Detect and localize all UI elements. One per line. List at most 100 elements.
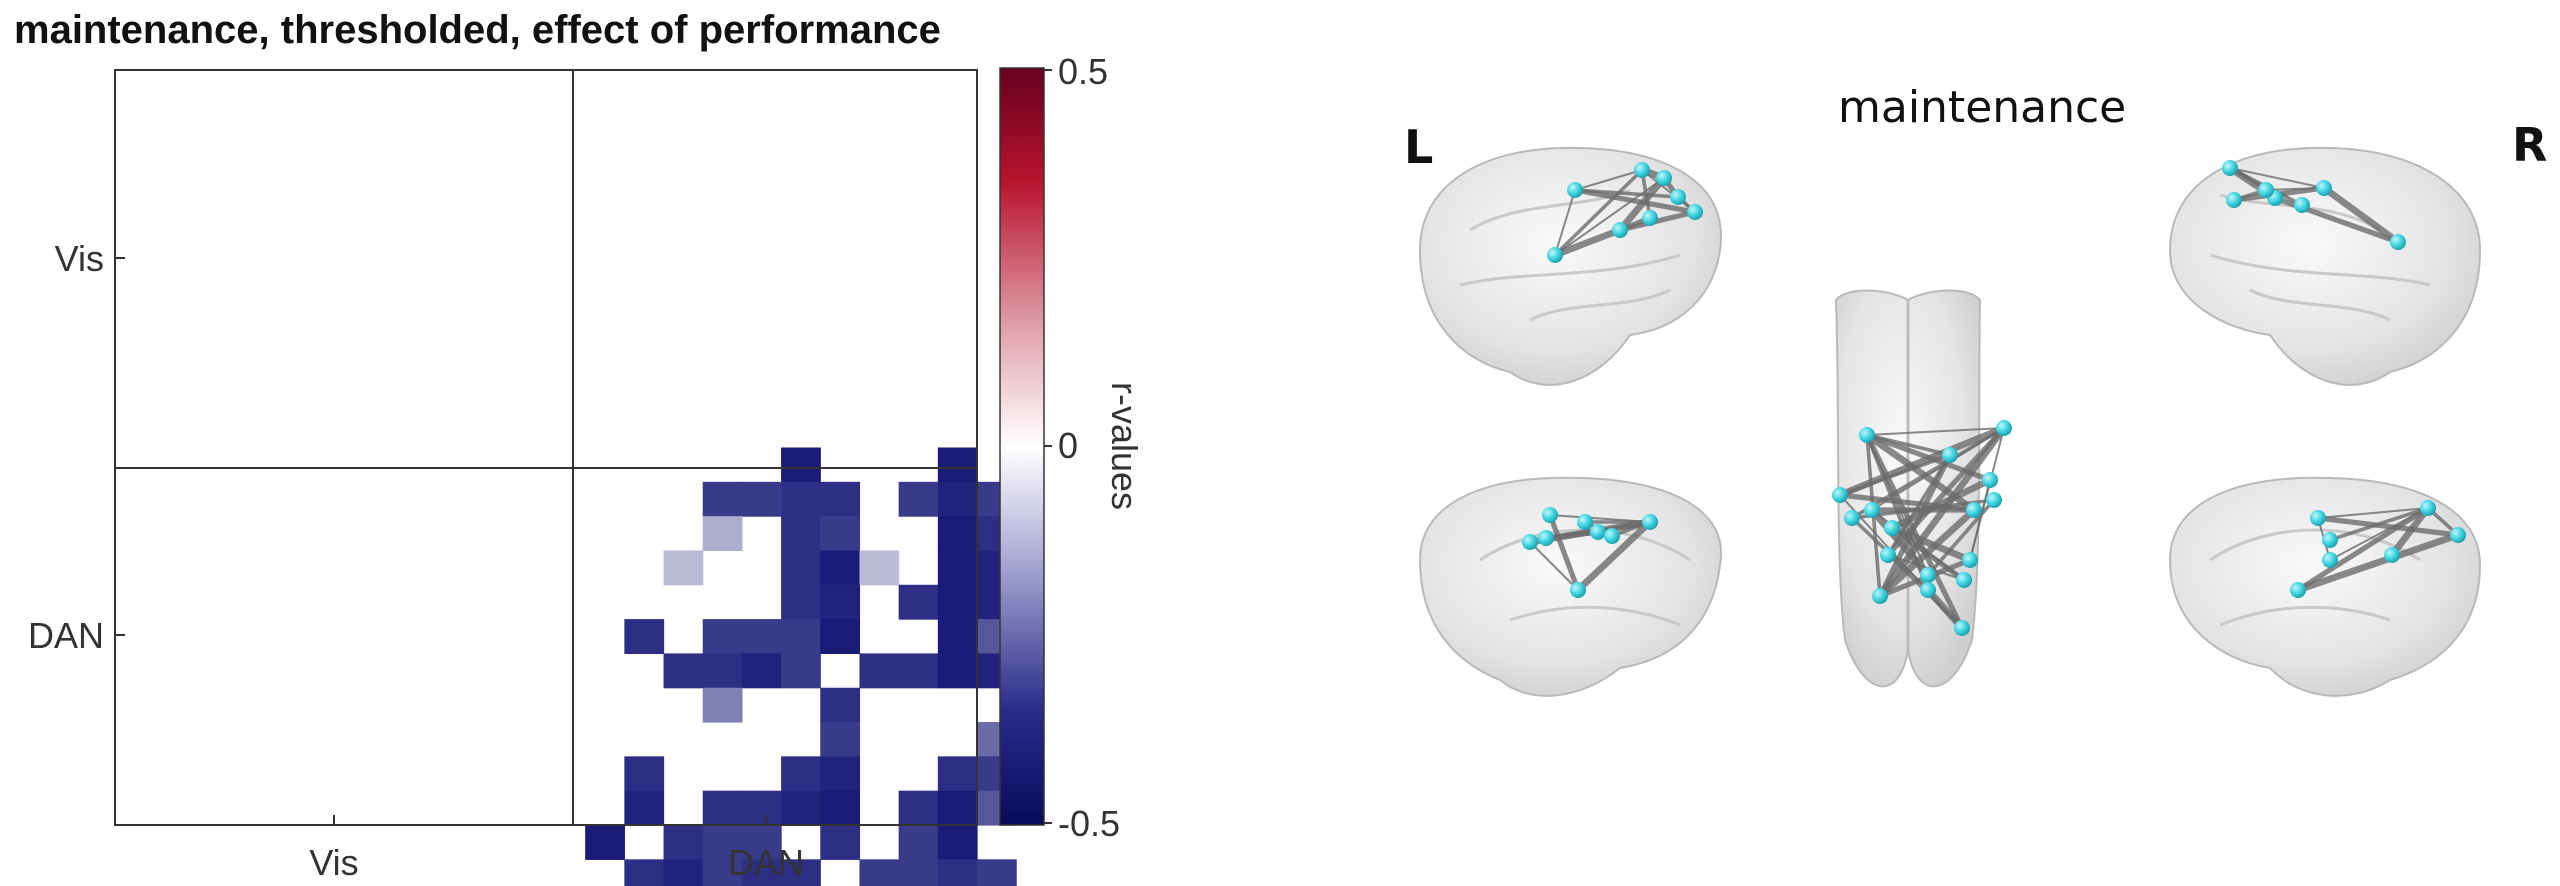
network-edge (2229, 167, 2325, 189)
network-edge (2317, 507, 2429, 519)
network-node (1567, 182, 1583, 198)
heatmap-cell (859, 859, 900, 886)
heatmap-cell (663, 653, 704, 689)
network-node (1634, 162, 1650, 178)
heatmap-cells (585, 447, 1017, 886)
colorbar-tick-label-bottom: -0.5 (1058, 803, 1120, 844)
network-node (1570, 582, 1586, 598)
heatmap-cell (781, 859, 821, 886)
network-node (1844, 510, 1860, 526)
heatmap-cell (781, 756, 821, 792)
heatmap-cell (585, 825, 625, 860)
heatmap-cell (937, 825, 978, 860)
network-edge (1850, 426, 2006, 520)
colorbar (999, 67, 1045, 826)
heatmap-cell (624, 756, 665, 792)
network-node (2450, 527, 2466, 543)
colorbar-tick-label-mid: 0 (1058, 425, 1078, 466)
network-edge (1877, 452, 1953, 599)
network-node (2322, 532, 2338, 548)
network-node (1956, 572, 1972, 588)
network-edge (2320, 184, 2402, 246)
heatmap-cell (781, 619, 821, 655)
network-node (1954, 620, 1970, 636)
network-edge (1572, 187, 1698, 215)
heatmap-cell (898, 584, 939, 620)
network-node (2322, 552, 2338, 568)
network-node (1859, 427, 1875, 443)
heatmap-cell (781, 653, 821, 689)
heatmap-cell (898, 481, 939, 517)
network-node (2316, 180, 2332, 196)
heatmap-cell (702, 516, 743, 552)
heatmap-cell (781, 481, 821, 517)
y-tick-label-dan: DAN (28, 615, 104, 656)
network-node (2258, 182, 2274, 198)
network-edge (1617, 209, 1698, 233)
heatmap-cell (898, 790, 939, 826)
heatmap-chart: Vis DAN Vis DAN 0.5 0 -0.5 r-values (28, 51, 1140, 886)
x-tick-label-dan: DAN (728, 842, 804, 883)
network-node (1522, 534, 1538, 550)
network-node (2222, 160, 2238, 176)
network-edge (1616, 174, 1668, 234)
brain-panel-title: maintenance (1838, 82, 2127, 133)
network-edge (2294, 531, 2462, 594)
heatmap-cell (741, 790, 782, 826)
network-edge (1543, 529, 1601, 541)
network-node (1670, 189, 1686, 205)
heatmap-cell (702, 481, 743, 517)
heatmap-cell (937, 550, 978, 586)
heatmap-cell (820, 687, 861, 723)
heatmap-cell (820, 516, 861, 552)
network-node (1547, 247, 1563, 263)
brain-left-medial (1418, 476, 1723, 697)
network-edge (1574, 518, 1654, 594)
colorbar-label: r-values (1104, 382, 1140, 510)
heatmap-cell (781, 584, 821, 620)
left-hemisphere-label: L (1404, 120, 1434, 174)
heatmap-cell (702, 859, 743, 886)
network-node (1962, 552, 1978, 568)
network-edge (1866, 427, 2005, 436)
heatmap-cell (820, 481, 861, 517)
network-edge (1547, 512, 1581, 593)
heatmap-cell (702, 687, 743, 723)
network-edge (2265, 187, 2325, 191)
heatmap-title: maintenance, thresholded, effect of perf… (14, 8, 941, 52)
heatmap-cell (820, 550, 861, 586)
network-edge (1574, 169, 1643, 191)
heatmap-cell (898, 653, 939, 689)
heatmap-cell (702, 653, 743, 689)
network-node (1982, 472, 1998, 488)
heatmap-cell (937, 619, 978, 655)
network-edge (1554, 189, 1576, 256)
network-node (1612, 222, 1628, 238)
heatmap-cell (781, 516, 821, 552)
network-node (2290, 582, 2306, 598)
network-edge (2315, 515, 2461, 538)
network-edge (1888, 524, 1974, 564)
network-nodes (1522, 160, 2466, 636)
network-node (2226, 192, 2242, 208)
network-edge (1969, 479, 1991, 561)
network-node (1864, 502, 1880, 518)
network-edge (2328, 506, 2430, 542)
heatmap-cell (781, 550, 821, 586)
network-node (1577, 514, 1593, 530)
network-node (1542, 507, 1558, 523)
brain-right-medial (2168, 476, 2482, 697)
network-edge (2388, 504, 2432, 559)
heatmap-cell (702, 825, 743, 860)
heatmap-cell (663, 859, 704, 886)
network-edge (1888, 476, 1994, 532)
heatmap-cell (741, 653, 782, 689)
heatmap-cell (937, 447, 978, 483)
network-node (2384, 547, 2400, 563)
network-edge (1838, 453, 1952, 497)
right-hemisphere-label: R (2512, 118, 2548, 172)
network-edge (1926, 498, 1996, 577)
heatmap-cell (702, 619, 743, 655)
heatmap-cell (859, 653, 900, 689)
heatmap-cell (937, 584, 978, 620)
